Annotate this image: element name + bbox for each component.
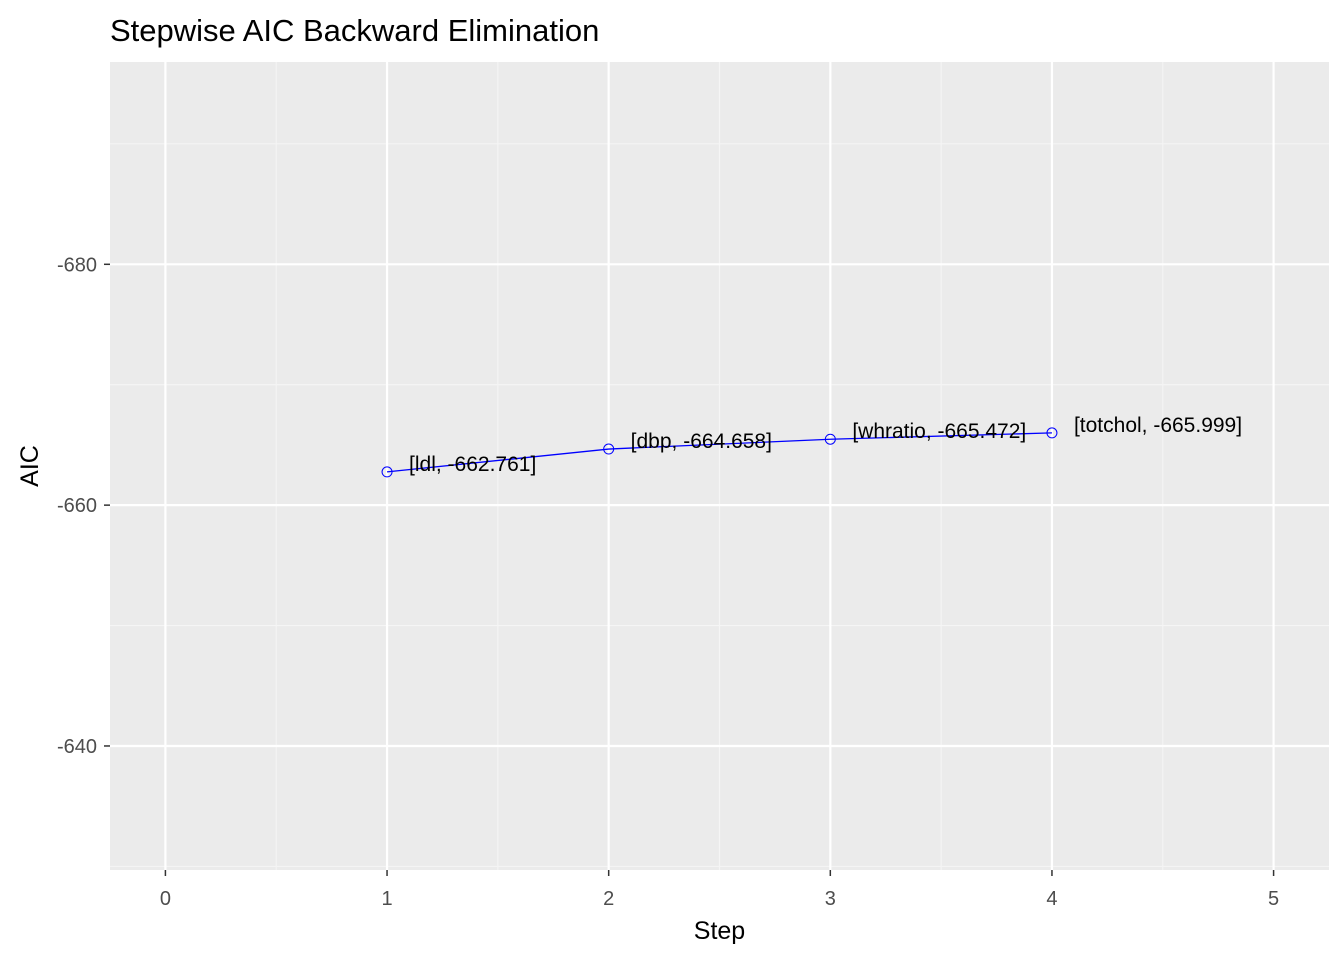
data-label: [totchol, -665.999] [1074,414,1242,437]
data-point [381,466,393,478]
data-label: [whratio, -665.472] [852,420,1026,443]
y-axis-title: AIC [16,445,44,487]
y-tick-label: -640 [57,736,97,758]
x-tick-label: 0 [160,888,171,910]
data-point [824,433,836,445]
data-point [603,443,615,455]
x-tick-label: 5 [1268,888,1279,910]
x-tick-label: 3 [825,888,836,910]
series-layer: [ldl, -662.761] [dbp, -664.658] [whratio, … [381,414,1242,478]
x-tick-label: 4 [1046,888,1057,910]
x-tick-label: 1 [381,888,392,910]
y-tick-label: -680 [57,254,97,276]
data-label: [dbp, -664.658] [631,430,772,453]
y-tick-label: -660 [57,495,97,517]
data-label: [ldl, -662.761] [409,453,536,476]
y-axis: -680 -660 -640 [57,254,110,758]
x-axis-title: Step [694,917,745,945]
grid-minor [110,62,1329,870]
x-tick-label: 2 [603,888,614,910]
data-point [1046,427,1058,439]
grid-major [110,62,1329,870]
x-axis: 0 1 2 3 4 5 [160,870,1279,910]
series-line [386,432,1052,473]
chart-title: Stepwise AIC Backward Elimination [110,13,599,48]
